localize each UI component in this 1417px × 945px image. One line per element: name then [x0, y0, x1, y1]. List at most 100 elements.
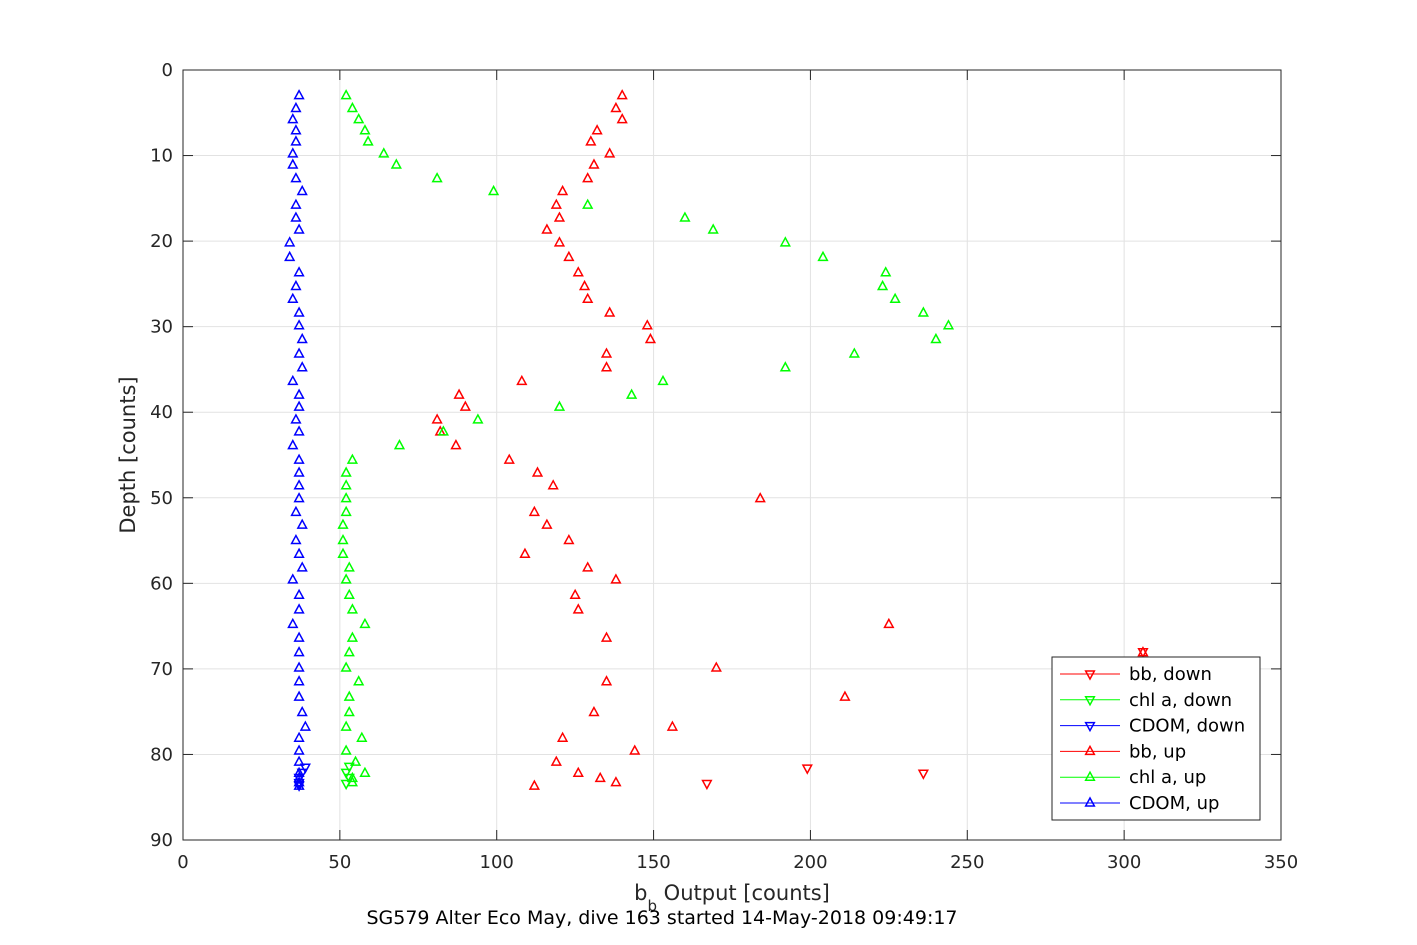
y-tick-label: 40 — [150, 402, 173, 423]
legend-marker — [1084, 744, 1096, 756]
data-point — [340, 744, 352, 755]
data-point — [293, 388, 305, 399]
data-point — [666, 720, 679, 731]
data-point — [437, 425, 449, 436]
x-tick-label: 300 — [1107, 852, 1141, 873]
data-point — [287, 439, 299, 450]
data-point — [528, 505, 540, 517]
data-point — [563, 250, 575, 262]
data-point — [293, 776, 305, 787]
data-point — [293, 319, 305, 330]
data-point — [343, 646, 355, 657]
x-tick-label: 150 — [636, 852, 670, 873]
data-point — [594, 771, 606, 783]
legend-marker — [1084, 670, 1096, 681]
data-point — [707, 223, 719, 234]
data-point — [679, 211, 691, 222]
y-tick-label: 80 — [150, 744, 173, 765]
data-point — [293, 425, 305, 436]
x-tick-label: 250 — [950, 852, 984, 873]
data-point — [582, 198, 594, 209]
data-point — [817, 250, 829, 262]
data-point — [588, 158, 600, 169]
legend-marker — [1084, 721, 1096, 733]
data-point — [290, 413, 302, 424]
data-point — [293, 306, 305, 317]
data-point — [604, 147, 616, 158]
y-tick-label: 10 — [150, 146, 173, 167]
y-tick-label: 20 — [150, 231, 173, 252]
data-point — [876, 279, 889, 291]
data-point — [710, 661, 722, 672]
data-point — [582, 561, 594, 572]
data-point — [610, 573, 622, 584]
data-point — [337, 547, 349, 558]
data-point — [293, 661, 305, 672]
data-point — [582, 292, 594, 304]
legend-entry: chl a, down — [1129, 690, 1232, 711]
data-point — [883, 617, 895, 629]
chart-caption: SG579 Alter Eco May, dive 163 started 14… — [366, 907, 957, 929]
data-point — [942, 319, 955, 330]
data-point — [550, 755, 562, 766]
data-point — [917, 306, 929, 317]
data-point — [293, 779, 305, 790]
data-point — [572, 266, 584, 277]
data-point — [591, 124, 603, 135]
data-point — [296, 705, 308, 717]
data-point — [343, 588, 355, 600]
data-point — [293, 646, 305, 657]
data-point — [528, 779, 540, 790]
data-point — [287, 573, 299, 584]
data-point — [563, 533, 575, 545]
data-point — [349, 755, 362, 766]
data-point — [340, 661, 352, 672]
data-point — [616, 113, 628, 124]
data-point — [293, 675, 305, 686]
data-point — [293, 603, 305, 614]
data-point — [343, 690, 355, 701]
data-point — [356, 731, 368, 742]
data-point — [644, 332, 657, 344]
data-point — [346, 453, 359, 464]
x-tick-label: 100 — [480, 852, 514, 873]
y-tick-label: 50 — [150, 488, 173, 509]
data-point — [293, 347, 305, 358]
data-point — [701, 779, 713, 791]
data-point — [610, 101, 622, 113]
data-point — [553, 236, 566, 247]
y-axis-label: Depth [counts] — [116, 376, 140, 533]
data-point — [531, 466, 544, 477]
data-point — [930, 332, 942, 344]
data-point — [779, 236, 791, 247]
grid-lines — [183, 70, 1281, 840]
data-point — [293, 466, 305, 477]
data-point — [359, 617, 371, 629]
data-point — [393, 439, 406, 450]
y-tick-label: 70 — [150, 659, 173, 680]
data-point — [453, 388, 465, 399]
data-points — [284, 89, 1149, 792]
x-axis-label-subscript: b — [647, 897, 657, 915]
data-point — [296, 768, 308, 779]
data-point — [287, 617, 299, 629]
data-point — [572, 766, 584, 778]
data-point — [550, 198, 562, 209]
data-point — [340, 492, 352, 503]
data-point — [585, 135, 597, 146]
data-point — [378, 147, 390, 158]
data-point — [600, 361, 613, 372]
data-point — [880, 266, 892, 277]
data-point — [290, 172, 302, 183]
series-4 — [337, 89, 955, 787]
data-point — [296, 184, 308, 196]
x-tick-label: 50 — [328, 852, 351, 873]
data-point — [346, 776, 359, 787]
legend-entry: bb, down — [1129, 664, 1212, 685]
x-axis-label-main: b — [634, 881, 647, 905]
data-point — [754, 492, 766, 503]
data-point — [290, 198, 302, 209]
data-point — [340, 479, 352, 490]
data-point — [450, 439, 462, 450]
data-point — [340, 505, 352, 517]
